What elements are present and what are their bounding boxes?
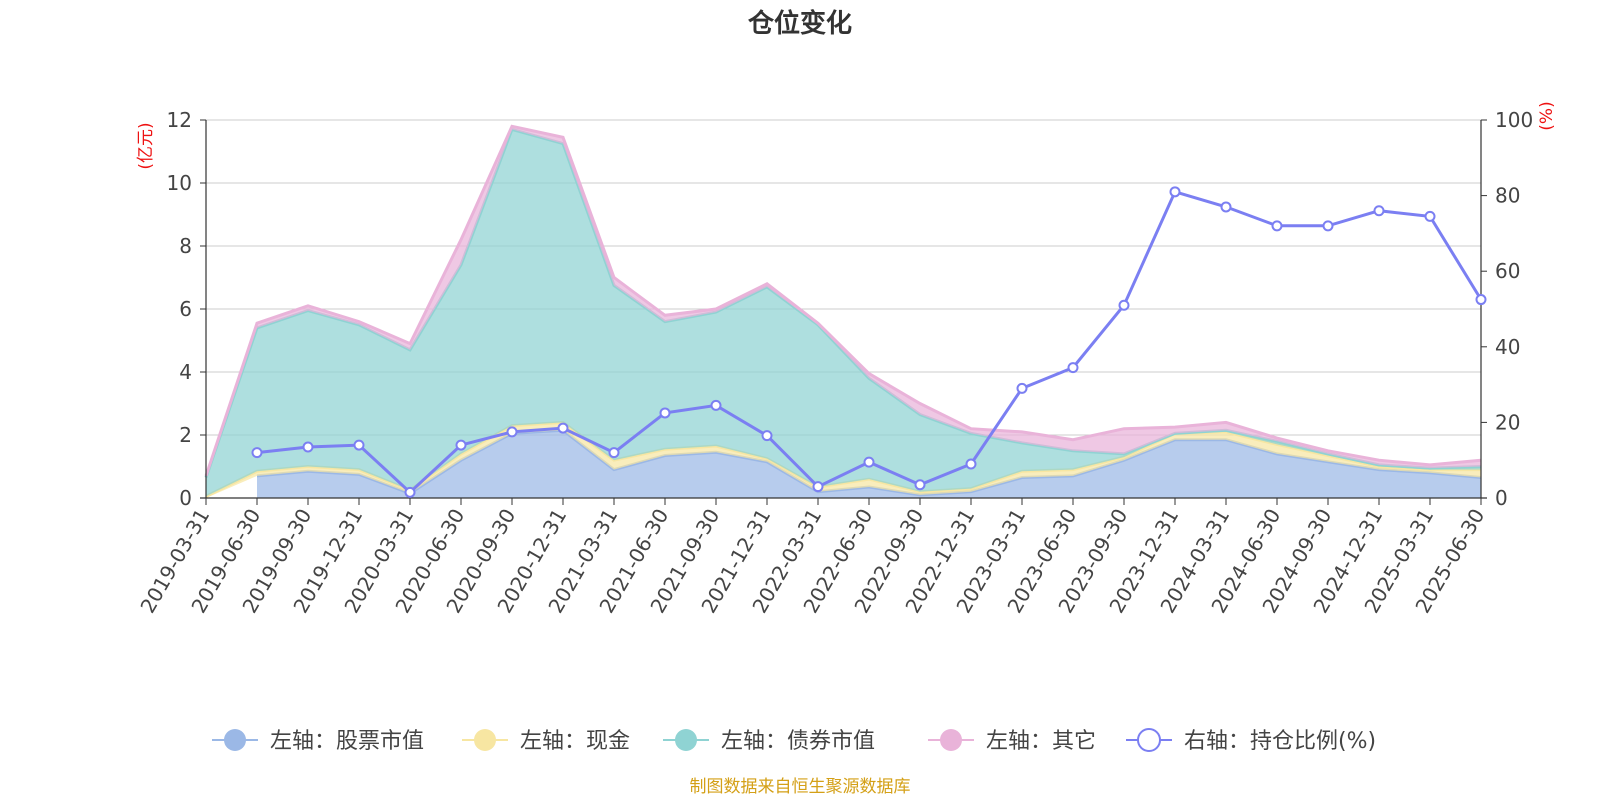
ratio-point xyxy=(1067,362,1079,374)
ratio-point xyxy=(761,430,773,442)
ratio-point xyxy=(1373,205,1385,217)
right-tick-label: 60 xyxy=(1495,259,1520,283)
legend-marker-icon xyxy=(675,729,697,751)
legend-marker-icon xyxy=(1137,728,1161,752)
area-edge xyxy=(204,124,1482,477)
ratio-point xyxy=(455,439,467,451)
left-tick-label: 12 xyxy=(167,108,192,132)
ratio-point xyxy=(1424,210,1436,222)
right-tick-label: 100 xyxy=(1495,108,1533,132)
ratio-point xyxy=(1322,220,1334,232)
legend: 左轴：股票市值 左轴：现金 左轴：债券市值 左轴：其它 右轴：持仓比例(%) xyxy=(212,728,1376,754)
ratio-point xyxy=(302,441,314,453)
left-tick-label: 4 xyxy=(179,360,192,384)
left-tick-label: 2 xyxy=(179,423,192,447)
ratio-point xyxy=(506,426,518,438)
right-tick-label: 40 xyxy=(1495,335,1520,359)
ratio-point xyxy=(1016,382,1028,394)
ratio-point xyxy=(353,439,365,451)
area-fill xyxy=(206,129,1481,497)
ratio-point xyxy=(1118,299,1130,311)
ratio-point xyxy=(812,481,824,493)
ratio-point xyxy=(710,399,722,411)
legend-label: 左轴：股票市值 xyxy=(270,729,424,754)
ratio-point xyxy=(914,479,926,491)
ratio-point xyxy=(1271,220,1283,232)
chart-title: 仓位变化 xyxy=(747,8,852,39)
left-tick-label: 8 xyxy=(179,234,192,258)
legend-marker-icon xyxy=(474,729,496,751)
data-source-note: 制图数据来自恒生聚源数据库 xyxy=(690,777,911,797)
legend-marker-icon xyxy=(224,729,246,751)
ratio-point xyxy=(404,486,416,498)
ratio-point xyxy=(1475,294,1487,306)
legend-label: 右轴：持仓比例(%) xyxy=(1184,729,1376,754)
ratio-point xyxy=(1169,186,1181,198)
left-axis-unit: (亿元) xyxy=(136,122,156,169)
legend-label: 左轴：现金 xyxy=(520,729,630,754)
ratio-point xyxy=(659,407,671,419)
ratio-line-series xyxy=(251,186,1487,498)
area-fill xyxy=(257,430,1481,498)
ratio-point xyxy=(251,447,263,459)
legend-marker-icon xyxy=(940,729,962,751)
area-series xyxy=(204,124,1482,498)
right-tick-label: 80 xyxy=(1495,184,1520,208)
ratio-point xyxy=(1220,201,1232,213)
ratio-point xyxy=(557,422,569,434)
legend-label: 左轴：债券市值 xyxy=(721,729,875,754)
ratio-point xyxy=(965,458,977,470)
left-tick-label: 10 xyxy=(167,171,192,195)
right-tick-label: 0 xyxy=(1495,486,1508,510)
left-tick-label: 0 xyxy=(179,486,192,510)
right-tick-label: 20 xyxy=(1495,410,1520,434)
area-fill xyxy=(206,422,1481,498)
left-tick-label: 6 xyxy=(179,297,192,321)
ratio-point xyxy=(608,447,620,459)
legend-label: 左轴：其它 xyxy=(986,729,1096,754)
right-axis-unit: (%) xyxy=(1537,101,1557,130)
ratio-point xyxy=(863,456,875,468)
